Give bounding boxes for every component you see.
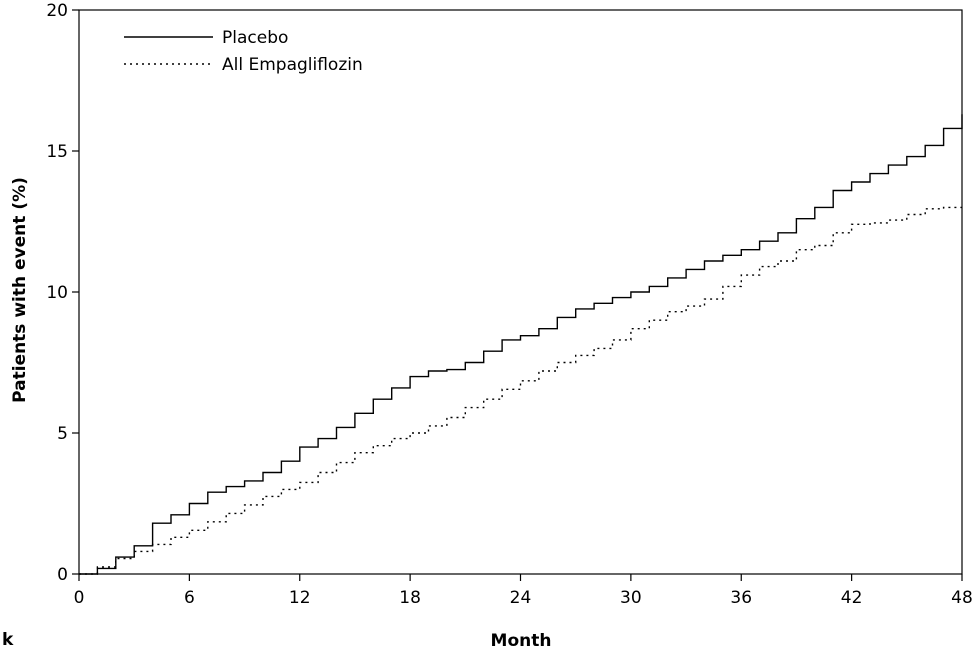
y-tick-label: 20: [46, 1, 68, 21]
x-tick-label: 18: [399, 588, 421, 608]
x-tick-label: 48: [951, 588, 972, 608]
y-tick-label: 5: [57, 424, 68, 444]
x-tick-label: 24: [510, 588, 532, 608]
x-axis-title: Month: [491, 631, 552, 651]
x-tick-label: 6: [184, 588, 195, 608]
x-tick-label: 12: [289, 588, 311, 608]
x-tick-label: 42: [841, 588, 863, 608]
legend-label: All Empagliflozin: [222, 55, 363, 75]
plot-frame: [78, 9, 963, 575]
corner-label: k: [2, 630, 14, 650]
y-tick-label: 15: [46, 142, 68, 162]
series-layer: [79, 114, 963, 575]
y-axis-title: Patients with event (%): [10, 177, 30, 403]
legend: Placebo All Empagliflozin: [124, 28, 363, 75]
axes-layer: 0 6 12 18 24 30 36 42 48 0 5 10 15 20: [46, 1, 972, 608]
empagliflozin-series-line: [79, 206, 962, 575]
x-tick-label: 36: [730, 588, 752, 608]
y-tick-label: 10: [46, 283, 68, 303]
placebo-series-line: [79, 114, 963, 575]
x-tick-label: 30: [620, 588, 642, 608]
y-tick-label: 0: [57, 565, 68, 585]
x-tick-label: 0: [74, 588, 85, 608]
legend-label: Placebo: [222, 28, 288, 48]
